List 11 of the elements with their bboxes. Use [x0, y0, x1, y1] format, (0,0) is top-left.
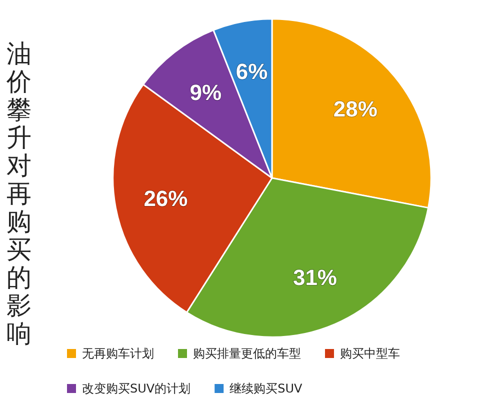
data-label: 31%	[292, 264, 337, 290]
data-label: 26%	[144, 186, 188, 211]
data-label: 6%	[236, 59, 268, 84]
data-label: 28%	[333, 96, 378, 122]
legend-label: 继续购买SUV	[230, 382, 304, 396]
chart-title: 油价攀升对再购买的影响	[6, 39, 32, 348]
legend-label: 改变购买SUV的计划	[82, 382, 191, 396]
data-label: 9%	[190, 80, 222, 106]
legend-label: 购买中型车	[340, 346, 400, 360]
legend-label: 无再购车计划	[82, 346, 154, 360]
legend-label: 购买排量更低的车型	[193, 346, 301, 360]
